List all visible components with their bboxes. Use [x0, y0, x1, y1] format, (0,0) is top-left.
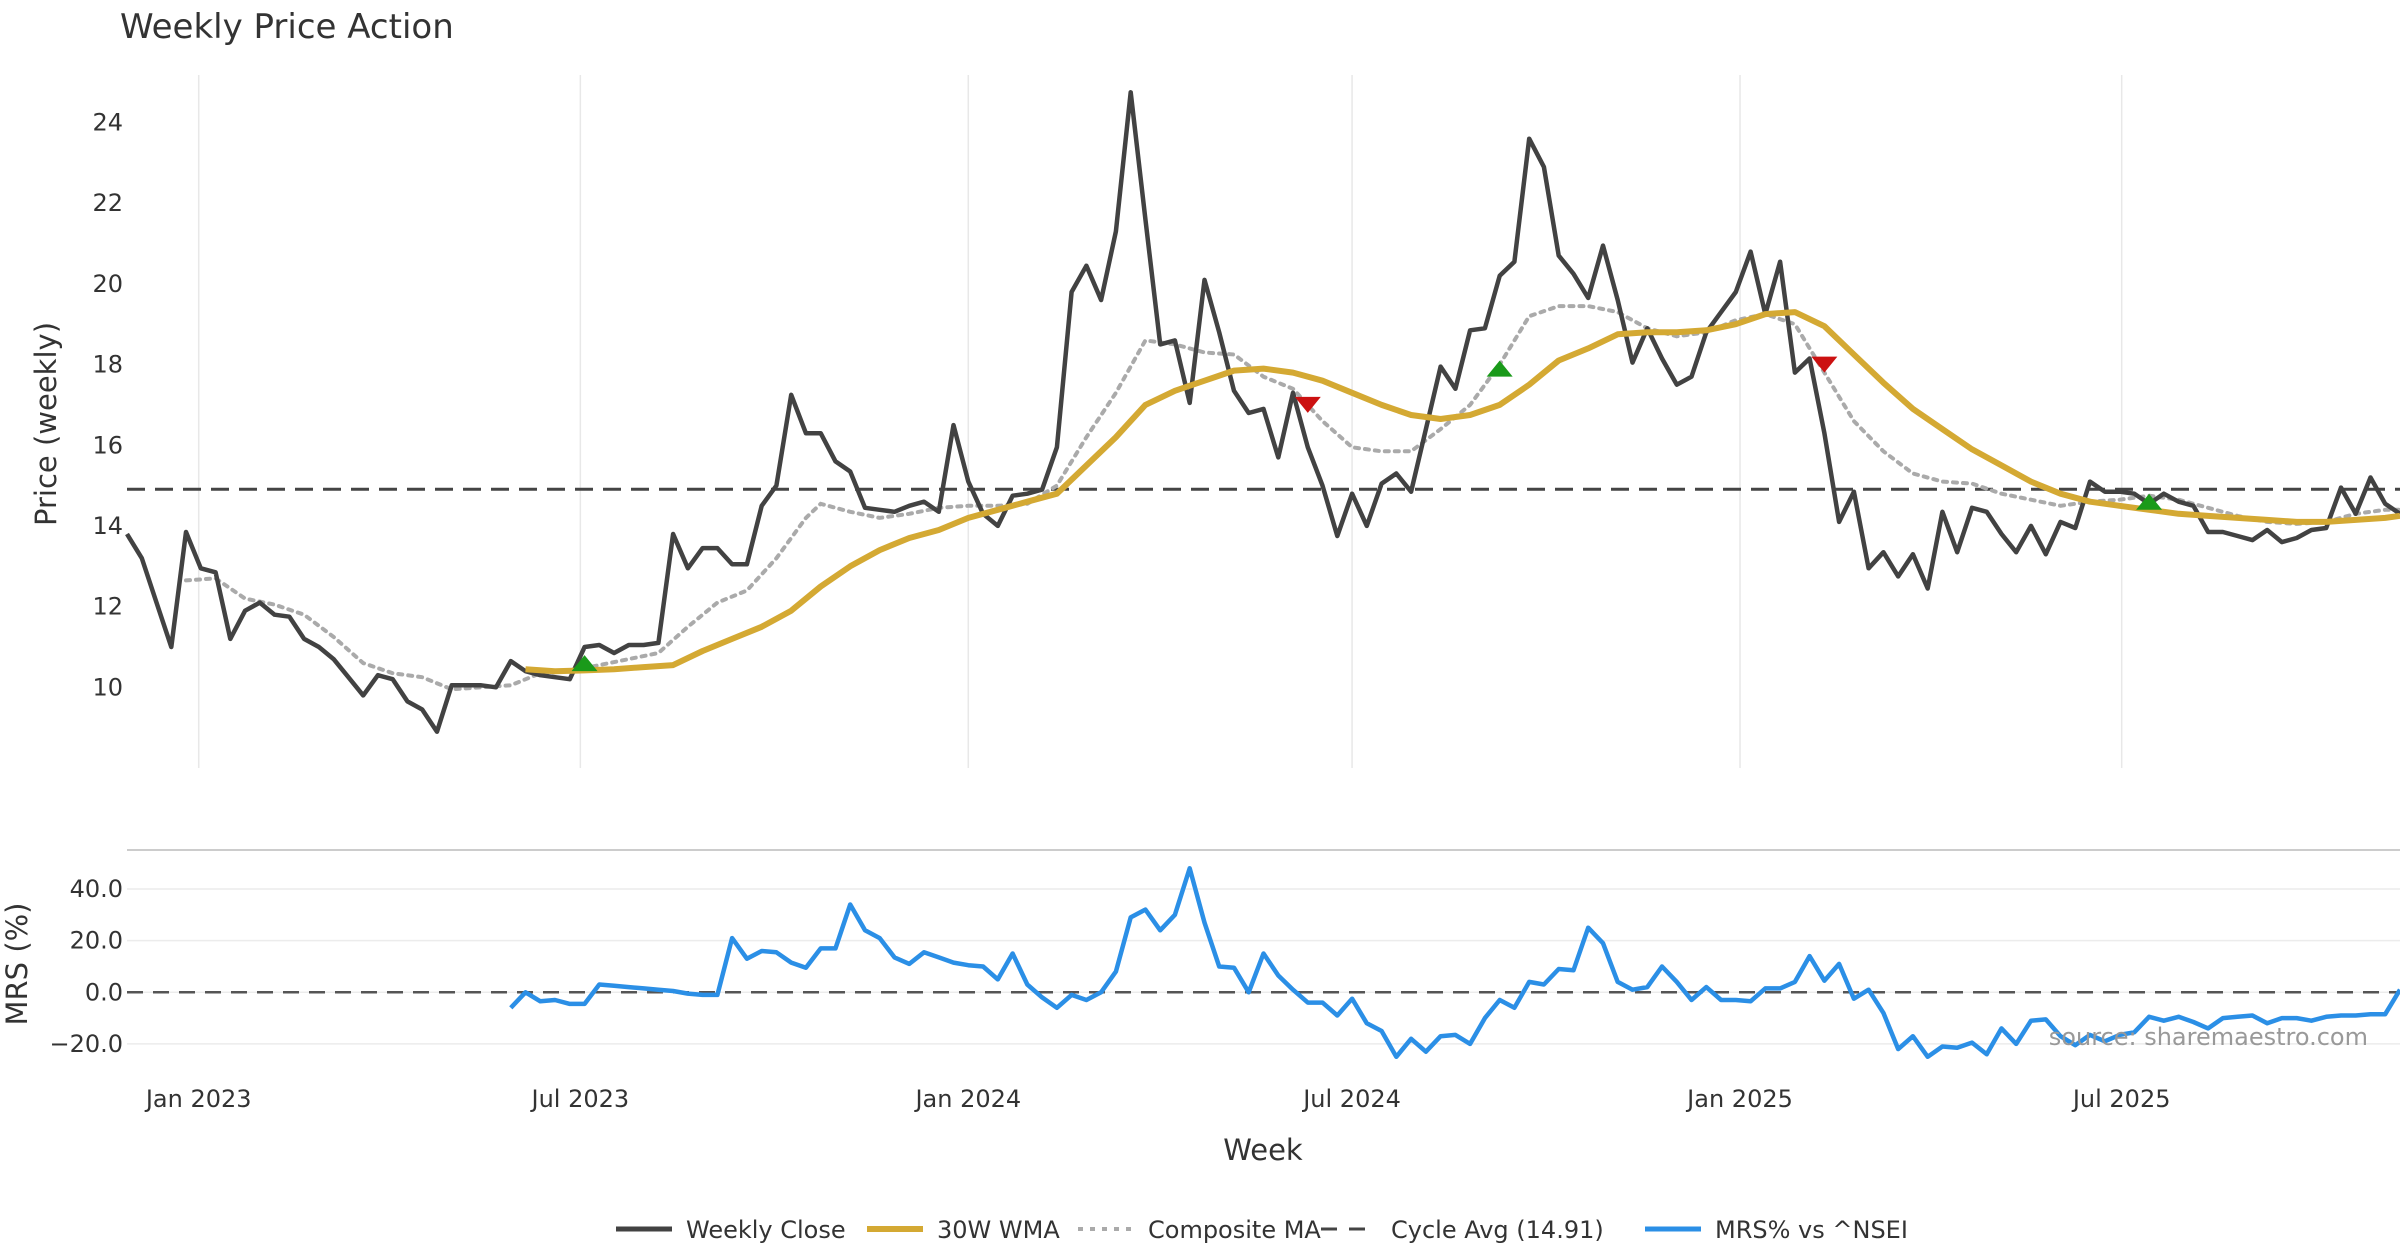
mrs-y-axis-label: MRS (%)	[0, 903, 34, 1026]
legend-label: Composite MA	[1148, 1216, 1321, 1244]
legend-label: Cycle Avg (14.91)	[1391, 1216, 1604, 1244]
price-y-tick-label: 24	[92, 109, 123, 137]
legend-label: MRS% vs ^NSEI	[1715, 1216, 1908, 1244]
buy-signal-marker	[1486, 360, 1513, 377]
sell-signal-marker	[1811, 356, 1838, 373]
legend-label: Weekly Close	[686, 1216, 846, 1244]
x-tick-label: Jan 2025	[1685, 1085, 1793, 1113]
x-tick-label: Jan 2023	[144, 1085, 252, 1113]
buy-signal-marker	[2136, 493, 2163, 510]
composite-ma-line	[184, 304, 2400, 692]
x-ticks: Jan 2023 Jul 2023 Jan 2024 Jul 2024 Jan 2025…	[144, 1085, 2171, 1113]
price-y-tick-label: 10	[92, 673, 123, 701]
wma-line	[525, 309, 2400, 675]
chart-title: Weekly Price Action	[120, 7, 454, 47]
mrs-y-tick-label: −20.0	[49, 1030, 123, 1058]
price-y-tick-label: 22	[92, 189, 123, 217]
mrs-y-ticks: 40.0 20.0 0.0 −20.0	[49, 875, 123, 1058]
price-y-tick-label: 20	[92, 270, 123, 298]
price-y-tick-label: 18	[92, 351, 123, 379]
x-tick-label: Jul 2025	[2071, 1085, 2171, 1113]
x-tick-label: Jul 2024	[1301, 1085, 1401, 1113]
x-axis-label: Week	[1223, 1133, 1303, 1167]
price-y-tick-label: 12	[92, 593, 123, 621]
sell-signal-marker	[1294, 396, 1321, 413]
price-gridlines	[197, 75, 2123, 768]
mrs-line	[509, 866, 2400, 1060]
weekly-close-line	[125, 90, 2400, 734]
signal-markers	[571, 356, 2163, 672]
buy-signal-marker	[571, 655, 598, 672]
source-note: source: sharemaestro.com	[2049, 1023, 2368, 1051]
price-y-ticks: 10 12 14 16 18 20 22 24	[92, 109, 123, 702]
price-y-axis-label: Price (weekly)	[29, 322, 63, 526]
x-tick-label: Jul 2023	[529, 1085, 629, 1113]
mrs-y-tick-label: 0.0	[85, 978, 123, 1006]
price-y-tick-label: 16	[92, 431, 123, 459]
mrs-y-tick-label: 20.0	[70, 927, 123, 955]
x-tick-label: Jan 2024	[913, 1085, 1021, 1113]
mrs-gridlines	[127, 888, 2400, 1045]
legend-label: 30W WMA	[937, 1216, 1060, 1244]
mrs-y-tick-label: 40.0	[70, 875, 123, 903]
legend: Weekly Close 30W WMA Composite MA Cycle Avg…	[616, 1216, 1908, 1244]
price-y-tick-label: 14	[92, 512, 123, 540]
